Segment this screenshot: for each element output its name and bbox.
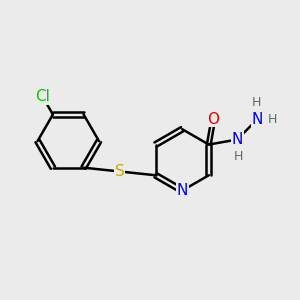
Text: O: O	[207, 112, 219, 127]
Text: S: S	[115, 164, 124, 179]
Text: N: N	[231, 132, 243, 147]
Text: H: H	[233, 150, 243, 163]
Text: Cl: Cl	[35, 89, 50, 104]
Text: H: H	[267, 113, 277, 126]
Text: N: N	[252, 112, 263, 127]
Text: H: H	[252, 96, 261, 109]
Text: N: N	[176, 183, 188, 198]
